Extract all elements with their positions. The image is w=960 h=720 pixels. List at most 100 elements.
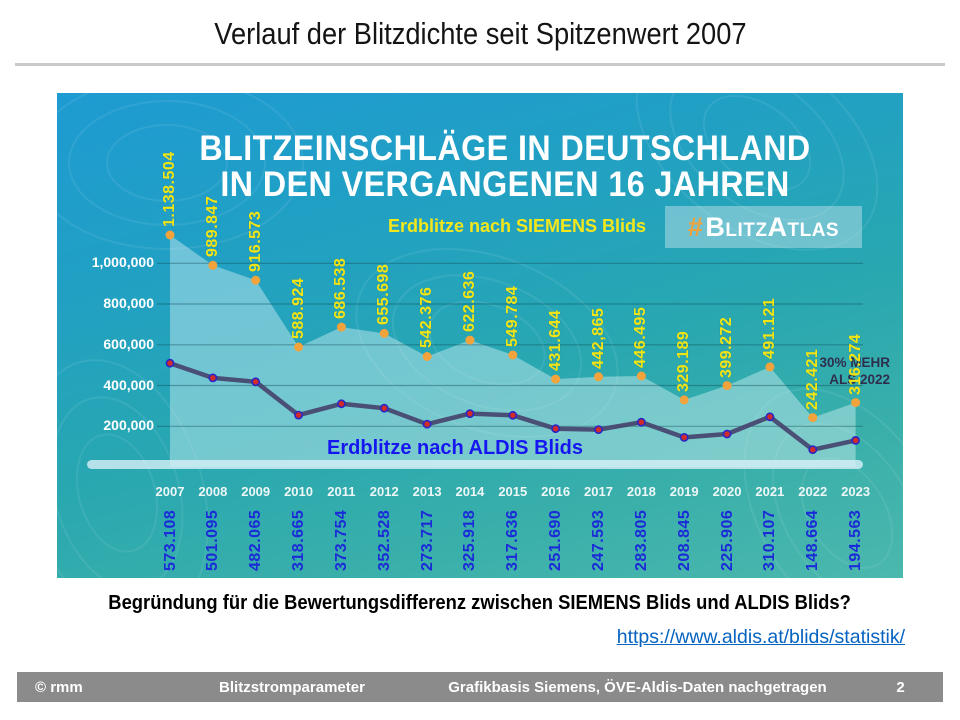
contour-line xyxy=(391,274,583,412)
siemens-value-label: 989.847 xyxy=(203,195,221,258)
footer-source: Grafikbasis Siemens, ÖVE-Aldis-Daten nac… xyxy=(448,678,827,696)
siemens-point xyxy=(208,260,218,270)
contour-line xyxy=(635,93,879,251)
siemens-value-label: 622.636 xyxy=(460,270,478,333)
x-axis-year: 2023 xyxy=(841,484,871,499)
x-axis-year: 2012 xyxy=(369,484,399,499)
siemens-value-label: 655.698 xyxy=(375,264,393,326)
lightning-infographic: BLITZEINSCHLÄGE IN DEUTSCHLAND IN DEN VE… xyxy=(57,93,903,578)
contour-line xyxy=(702,94,812,192)
aldis-point xyxy=(422,419,432,429)
x-axis-year: 2013 xyxy=(412,484,442,499)
siemens-point xyxy=(551,374,561,384)
siemens-point xyxy=(251,275,261,285)
title-divider xyxy=(15,63,945,66)
question-text: Begründung für die Bewertungsdifferenz z… xyxy=(108,592,852,614)
siemens-value-label: 1.138.504 xyxy=(161,151,178,228)
aldis-point xyxy=(251,377,261,387)
aldis-value-label: 208.845 xyxy=(675,509,693,571)
aldis-value-label: 251.690 xyxy=(547,509,565,571)
footer-page-number: 2 xyxy=(896,678,905,696)
x-axis-year: 2010 xyxy=(284,484,313,499)
contour-line xyxy=(68,100,266,226)
siemens-value-label: 542.376 xyxy=(418,287,436,349)
y-axis-tick: 1,000,000 xyxy=(91,254,154,271)
statistik-link[interactable]: https://www.aldis.at/blids/statistik/ xyxy=(616,626,905,648)
siemens-point xyxy=(636,371,646,381)
siemens-value-label: 446.495 xyxy=(632,306,650,369)
aldis-value-label: 148.664 xyxy=(804,509,822,571)
contour-line xyxy=(57,396,184,578)
aldis-value-label: 225.906 xyxy=(718,509,736,571)
siemens-value-label: 916.573 xyxy=(246,210,264,273)
siemens-value-label: 399.272 xyxy=(718,316,736,378)
contour-line xyxy=(669,93,845,222)
contour-line xyxy=(57,93,304,250)
siemens-point xyxy=(679,395,689,405)
y-axis-tick: 400,000 xyxy=(103,376,154,393)
footer-copyright: © rmm xyxy=(35,678,83,696)
aldis-point xyxy=(851,435,860,445)
y-axis-tick: 200,000 xyxy=(103,417,154,434)
aldis-point xyxy=(636,417,646,427)
x-axis-year: 2011 xyxy=(327,484,356,499)
siemens-point xyxy=(379,328,389,338)
series-label-aldis: Erdblitze nach ALDIS Blids xyxy=(327,437,583,459)
aldis-point xyxy=(722,429,732,439)
contour-line xyxy=(75,433,159,553)
chart-canvas xyxy=(57,93,903,578)
siemens-value-label: 588.924 xyxy=(289,277,307,339)
aldis-point xyxy=(765,412,775,422)
contour-line xyxy=(743,387,903,578)
aldis-point xyxy=(379,403,389,413)
contour-line xyxy=(57,359,209,578)
aldis-point xyxy=(508,410,518,420)
contour-line xyxy=(355,248,619,438)
x-axis-year: 2014 xyxy=(455,484,485,499)
annotation-30-percent: 30% MEHR ALS 2022 xyxy=(819,355,890,389)
blitzatlas-logo: # BlitzAtlas xyxy=(665,206,862,248)
siemens-value-label: 242.421 xyxy=(803,348,821,410)
siemens-point xyxy=(851,398,861,408)
siemens-point xyxy=(808,413,818,423)
infographic-title-line1: BLITZEINSCHLÄGE IN DEUTSCHLAND xyxy=(199,129,811,168)
blitzatlas-text: BlitzAtlas xyxy=(705,211,840,242)
page-title: Verlauf der Blitzdichte seit Spitzenwert… xyxy=(0,16,960,52)
annotation-line2: ALS 2022 xyxy=(829,371,890,387)
siemens-value-label: 329.189 xyxy=(675,330,693,392)
aldis-point xyxy=(336,399,346,409)
siemens-point xyxy=(294,342,304,352)
x-axis-year: 2008 xyxy=(198,484,228,499)
aldis-point xyxy=(679,432,689,442)
footer-topic: Blitzstromparameter xyxy=(219,678,365,696)
aldis-value-label: 373.754 xyxy=(332,509,350,571)
siemens-value-label: 549.784 xyxy=(503,285,521,347)
aldis-value-label: 317.636 xyxy=(504,509,522,571)
contour-line xyxy=(106,124,228,202)
y-axis-tick: 600,000 xyxy=(103,335,154,352)
hash-icon: # xyxy=(687,211,704,242)
y-axis-tick: 800,000 xyxy=(103,295,154,311)
siemens-value-label: 686.538 xyxy=(332,257,350,320)
x-axis-year: 2018 xyxy=(626,484,656,499)
aldis-value-label: 482.065 xyxy=(247,509,265,571)
aldis-point xyxy=(551,424,561,434)
x-axis-year: 2015 xyxy=(498,484,528,499)
x-axis-year: 2019 xyxy=(669,484,699,499)
aldis-value-label: 247.593 xyxy=(590,509,607,571)
aldis-value-label: 318.665 xyxy=(290,509,308,571)
siemens-value-label: 316.274 xyxy=(846,333,864,395)
siemens-point xyxy=(765,362,775,372)
siemens-point xyxy=(165,230,175,240)
infographic-title: BLITZEINSCHLÄGE IN DEUTSCHLAND IN DEN VE… xyxy=(139,129,871,203)
contour-line xyxy=(428,300,546,386)
aldis-value-label: 573.108 xyxy=(161,509,179,571)
x-axis-year: 2016 xyxy=(541,484,571,499)
x-axis-bar xyxy=(87,460,863,469)
series-label-siemens: Erdblitze nach SIEMENS Blids xyxy=(387,216,647,236)
siemens-value-label: 491.121 xyxy=(760,297,778,359)
x-axis-year: 2020 xyxy=(712,484,742,499)
aldis-point xyxy=(165,358,175,368)
x-axis-year: 2022 xyxy=(798,484,828,499)
